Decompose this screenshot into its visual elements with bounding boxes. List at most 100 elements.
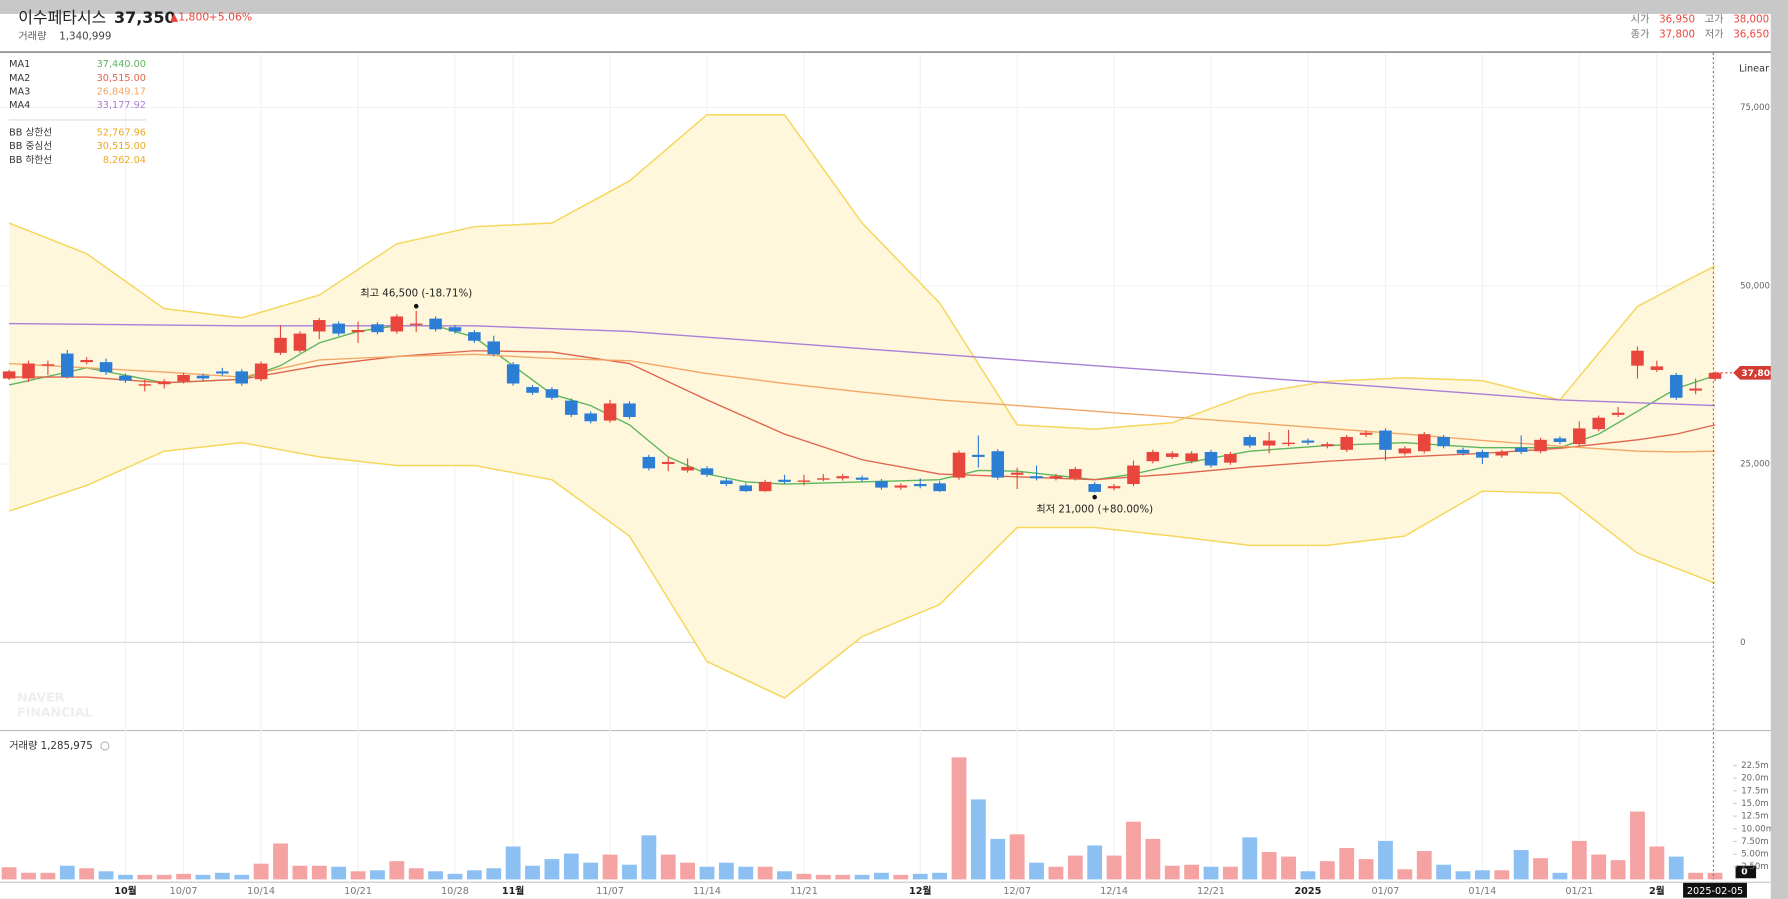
candle-body xyxy=(1282,442,1295,445)
candle-body xyxy=(313,320,326,332)
x-tick-label: 10/21 xyxy=(344,886,372,897)
candle-body xyxy=(1224,454,1237,463)
volume-bar xyxy=(486,868,502,880)
candle-body xyxy=(1708,372,1722,379)
x-tick-label: 12월 xyxy=(909,885,931,897)
candle-body xyxy=(293,333,307,351)
candle-body xyxy=(61,353,74,378)
candle-body xyxy=(855,477,869,480)
volume-bar xyxy=(447,873,463,880)
x-tick-label: 2025-02-05 xyxy=(1687,886,1743,897)
window-edge xyxy=(1770,0,1788,899)
annotation-dot xyxy=(1092,494,1097,500)
x-tick-label: 11/07 xyxy=(596,886,624,897)
candle-body xyxy=(429,318,442,330)
volume-bar xyxy=(796,873,812,880)
volume-bar xyxy=(1222,866,1238,880)
volume-bar xyxy=(331,866,347,880)
overlay-line xyxy=(9,350,1716,481)
x-tick-label: 10/07 xyxy=(170,886,198,897)
volume-bar xyxy=(1630,811,1645,880)
x-label-box xyxy=(1683,882,1747,898)
x-tick-label: 01/14 xyxy=(1468,886,1496,897)
volume-bar xyxy=(757,866,773,880)
y-tick-label: 0 xyxy=(1741,867,1747,877)
legend-value: 52,767.96 xyxy=(97,127,146,138)
candle-body xyxy=(661,461,675,465)
plot-layer: 10월 10/07 10/14 10/21 10/28 11월 11/07 11/14 11/2… xyxy=(0,52,1776,898)
x-tick-label: 12/14 xyxy=(1100,886,1128,897)
volume-bar xyxy=(1513,850,1529,880)
open-label: 시가 xyxy=(1631,14,1650,26)
settings-icon[interactable] xyxy=(100,741,110,751)
overlay-line xyxy=(8,113,1716,430)
candle-body xyxy=(933,483,946,492)
low-label: 저가 xyxy=(1705,28,1724,40)
volume-bar xyxy=(389,861,405,880)
candle-body xyxy=(991,451,1005,478)
candle-body xyxy=(80,359,93,363)
legend-name: MA2 xyxy=(9,73,30,84)
high-label: 고가 xyxy=(1705,14,1724,26)
legend-value: 33,177.92 xyxy=(97,100,146,111)
volume-bar xyxy=(563,853,579,880)
x-tick-label: 11월 xyxy=(502,885,524,897)
legend-name: MA4 xyxy=(9,100,30,111)
volume-bar xyxy=(1319,861,1335,880)
candle-body xyxy=(2,371,16,379)
y-tick-label: 50,000 xyxy=(1740,281,1770,291)
volume-bar xyxy=(1067,855,1083,880)
volume-bar xyxy=(1164,865,1180,880)
candle-body xyxy=(41,364,55,366)
legend-value: 30,515.00 xyxy=(97,73,146,84)
y-tick-label: 7.50m xyxy=(1741,837,1768,847)
candle-body xyxy=(1456,449,1470,454)
candle-body xyxy=(1107,486,1121,489)
volume-bar xyxy=(583,862,599,880)
candle-body xyxy=(1010,472,1024,475)
candle-body xyxy=(99,362,113,373)
candle-body xyxy=(1243,436,1257,446)
volume-bar xyxy=(1261,852,1277,880)
candle-body xyxy=(1650,366,1664,370)
x-tick-label: 01/07 xyxy=(1372,886,1400,897)
candle-body xyxy=(1573,428,1586,445)
candle-body xyxy=(1204,451,1218,466)
y-tick-label: 75,000 xyxy=(1740,103,1770,113)
candle-body xyxy=(565,400,578,415)
volume-bar xyxy=(1571,840,1587,880)
candle-body xyxy=(1476,451,1489,458)
scale-toggle[interactable]: Linear xyxy=(1739,64,1769,75)
candle-body xyxy=(1359,432,1373,435)
volume-bar xyxy=(1339,848,1355,880)
volume-bar xyxy=(350,871,366,880)
volume-bar xyxy=(137,874,153,880)
volume-bar xyxy=(370,870,385,880)
volume-bar xyxy=(544,859,560,880)
stock-name: 이수페타시스 xyxy=(18,8,106,27)
annotation-label: 최저 21,000 (+80.00%) xyxy=(1036,504,1153,516)
watermark: FINANCIAL xyxy=(17,704,92,719)
volume-bar xyxy=(1707,872,1723,880)
volume-bar xyxy=(718,862,734,880)
overlay-line xyxy=(9,353,1716,453)
volume-bar xyxy=(893,874,909,880)
candle-body xyxy=(1534,439,1547,452)
candle-body xyxy=(468,332,481,341)
volume-bar xyxy=(660,854,676,880)
candle-body xyxy=(1553,438,1567,442)
volume-bar xyxy=(641,835,657,880)
y-tick-label: 12.5m xyxy=(1741,812,1768,822)
volume-bar xyxy=(1184,864,1200,880)
volume-bar xyxy=(932,872,948,880)
volume-bar xyxy=(1494,870,1510,880)
candle-body xyxy=(351,330,365,333)
y-tick-label: 22.5m xyxy=(1741,761,1768,771)
low-value: 36,650 xyxy=(1733,28,1769,40)
volume-bar xyxy=(1610,860,1626,880)
legend-value: 37,440.00 xyxy=(97,59,146,70)
volume-bar xyxy=(680,862,696,880)
volume-bar xyxy=(214,872,230,880)
candle-body xyxy=(1049,476,1063,479)
volume-bar xyxy=(1416,851,1432,880)
